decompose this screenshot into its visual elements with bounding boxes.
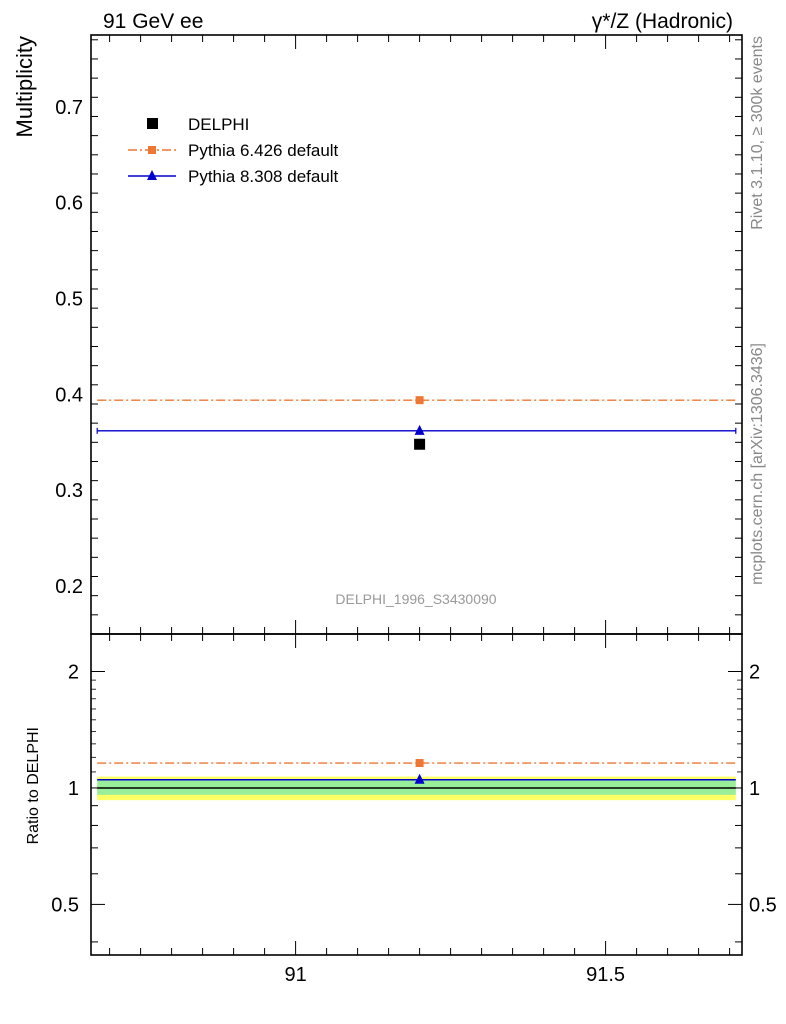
ratio-pythia8-point	[414, 773, 425, 784]
analysis-id-label: DELPHI_1996_S3430090	[335, 591, 496, 607]
pythia8-point	[414, 424, 425, 435]
ratio-y-axis-label: Ratio to DELPHI	[25, 727, 42, 844]
ratio-pythia6-point	[415, 759, 424, 768]
main-plot-panel: 0.2 0.3 0.4 0.5 0.6 0.7	[55, 34, 743, 635]
x-tick-label: 91.5	[586, 964, 625, 986]
ratio-plot-panel: 91 91.5 0.5 0.5 1 1 2 2	[51, 633, 777, 986]
main-y-axis-label: Multiplicity	[12, 36, 37, 137]
main-y-tick-label: 0.7	[55, 97, 83, 119]
delphi-data-point	[414, 438, 426, 450]
legend-pythia8-marker	[147, 170, 157, 180]
legend-pythia8-label: Pythia 8.308 default	[188, 167, 339, 186]
legend-pythia6-marker	[148, 146, 156, 154]
ratio-y-tick-label-right: 2	[749, 661, 760, 683]
ratio-y-tick-label: 0.5	[51, 894, 79, 916]
main-y-tick-label: 0.4	[55, 384, 83, 406]
ratio-y-tick-label-right: 1	[749, 778, 760, 800]
ratio-y-tick-label: 1	[68, 778, 79, 800]
legend-delphi-marker	[147, 118, 158, 129]
header-process: γ*/Z (Hadronic)	[592, 10, 733, 33]
main-y-tick-label: 0.3	[55, 480, 83, 502]
legend-pythia6-label: Pythia 6.426 default	[188, 141, 339, 160]
mcplots-label: mcplots.cern.ch [arXiv:1306.3436]	[749, 343, 766, 585]
legend-delphi-label: DELPHI	[188, 115, 249, 134]
legend: DELPHI Pythia 6.426 default Pythia 8.308…	[128, 115, 339, 186]
main-y-tick-label: 0.5	[55, 289, 83, 311]
x-tick-label: 91	[284, 964, 306, 986]
header-energy: 91 GeV ee	[103, 10, 203, 33]
ratio-frame	[90, 633, 743, 956]
main-y-tick-label: 0.6	[55, 193, 83, 215]
rivet-version-label: Rivet 3.1.10, ≥ 300k events	[749, 36, 766, 230]
main-y-tick-label: 0.2	[55, 576, 83, 598]
pythia6-point	[415, 396, 424, 405]
ratio-y-tick-label-right: 0.5	[749, 894, 777, 916]
ratio-y-tick-label: 2	[68, 661, 79, 683]
